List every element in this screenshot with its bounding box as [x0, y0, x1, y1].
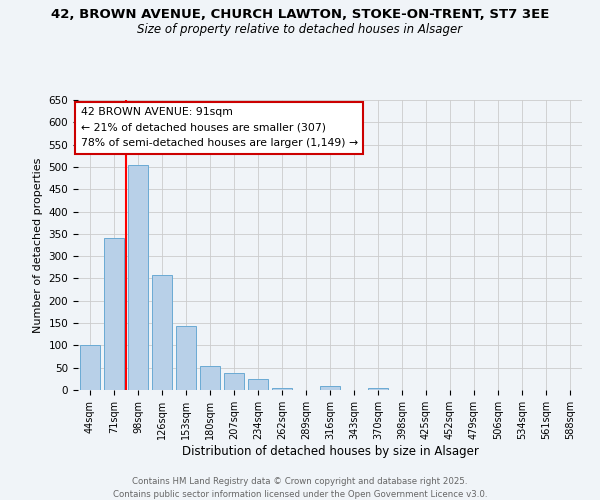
Bar [80, 346, 100, 390]
Bar [320, 386, 340, 390]
Bar [368, 388, 388, 390]
Bar [104, 238, 124, 390]
Bar [128, 164, 148, 390]
Bar [224, 373, 244, 390]
Bar [272, 388, 292, 390]
Bar [200, 366, 220, 390]
Text: 42 BROWN AVENUE: 91sqm
← 21% of detached houses are smaller (307)
78% of semi-de: 42 BROWN AVENUE: 91sqm ← 21% of detached… [80, 108, 358, 148]
Y-axis label: Number of detached properties: Number of detached properties [33, 158, 43, 332]
Text: Size of property relative to detached houses in Alsager: Size of property relative to detached ho… [137, 22, 463, 36]
Text: Contains HM Land Registry data © Crown copyright and database right 2025.
Contai: Contains HM Land Registry data © Crown c… [113, 478, 487, 499]
X-axis label: Distribution of detached houses by size in Alsager: Distribution of detached houses by size … [182, 444, 478, 458]
Bar [248, 380, 268, 390]
Bar [176, 326, 196, 390]
Text: 42, BROWN AVENUE, CHURCH LAWTON, STOKE-ON-TRENT, ST7 3EE: 42, BROWN AVENUE, CHURCH LAWTON, STOKE-O… [51, 8, 549, 20]
Bar [152, 275, 172, 390]
